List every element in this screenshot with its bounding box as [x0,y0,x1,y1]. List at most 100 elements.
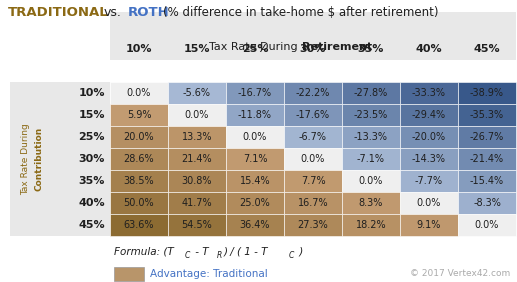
Bar [110,214,168,236]
Bar [114,267,144,281]
Bar [342,192,400,214]
Text: 40%: 40% [416,44,443,54]
Text: -6.7%: -6.7% [299,132,327,142]
Bar [284,148,342,170]
Bar [110,126,168,148]
Text: 30.8%: 30.8% [182,176,212,186]
Bar [284,126,342,148]
Bar [168,192,226,214]
Text: - T: - T [192,247,209,257]
Bar [110,170,168,192]
Text: 63.6%: 63.6% [124,220,154,230]
Bar [226,148,284,170]
Bar [284,104,342,126]
Text: 0.0%: 0.0% [185,110,209,120]
Bar [458,104,516,126]
Text: C: C [185,250,190,259]
Text: -16.7%: -16.7% [238,88,272,98]
Text: Contribution: Contribution [35,127,43,191]
Bar [342,126,400,148]
Text: -27.8%: -27.8% [354,88,388,98]
Text: -23.5%: -23.5% [354,110,388,120]
Text: 0.0%: 0.0% [243,132,267,142]
Text: 15%: 15% [184,44,210,54]
Text: vs.: vs. [104,6,122,19]
Bar [284,192,342,214]
Text: 25%: 25% [79,132,105,142]
Bar [284,82,342,104]
Text: 9.1%: 9.1% [417,220,441,230]
Text: 50.0%: 50.0% [124,198,154,208]
Bar [168,148,226,170]
Text: Retirement: Retirement [302,42,372,52]
Bar [226,104,284,126]
Bar [342,82,400,104]
Text: 0.0%: 0.0% [359,176,383,186]
Text: R: R [217,250,222,259]
Bar [458,214,516,236]
Text: 15%: 15% [79,110,105,120]
Text: 7.1%: 7.1% [243,154,267,164]
Text: 30%: 30% [300,44,326,54]
Text: Tax Rate During: Tax Rate During [22,123,31,195]
Bar [110,104,168,126]
Text: ROTH: ROTH [128,6,170,19]
Text: 35%: 35% [358,44,384,54]
Text: 0.0%: 0.0% [301,154,325,164]
Text: -33.3%: -33.3% [412,88,446,98]
Bar [284,170,342,192]
Bar [168,126,226,148]
Text: ) / ( 1 - T: ) / ( 1 - T [224,247,268,257]
Text: ): ) [296,247,303,257]
Bar [110,148,168,170]
Text: -21.4%: -21.4% [470,154,504,164]
Text: Advantage: Traditional: Advantage: Traditional [150,269,268,279]
Bar [458,170,516,192]
Bar [226,82,284,104]
Text: 41.7%: 41.7% [181,198,212,208]
Bar [226,192,284,214]
Text: (% difference in take-home $ after retirement): (% difference in take-home $ after retir… [163,6,438,19]
Bar [168,82,226,104]
Text: -22.2%: -22.2% [296,88,330,98]
Bar [342,214,400,236]
Bar [400,82,458,104]
Text: -15.4%: -15.4% [470,176,504,186]
Text: 0.0%: 0.0% [475,220,499,230]
Text: -14.3%: -14.3% [412,154,446,164]
Text: -20.0%: -20.0% [412,132,446,142]
Text: Formula: (T: Formula: (T [114,247,174,257]
Bar [342,104,400,126]
Bar [226,170,284,192]
Bar [342,170,400,192]
Text: 45%: 45% [474,44,500,54]
Bar [168,104,226,126]
Bar [400,170,458,192]
Text: 20.0%: 20.0% [124,132,154,142]
Text: 25%: 25% [242,44,268,54]
Text: 21.4%: 21.4% [181,154,212,164]
Text: -13.3%: -13.3% [354,132,388,142]
Text: -7.7%: -7.7% [415,176,443,186]
Text: 54.5%: 54.5% [181,220,212,230]
Bar [168,214,226,236]
Bar [400,104,458,126]
Text: -11.8%: -11.8% [238,110,272,120]
Text: -38.9%: -38.9% [470,88,504,98]
Text: 45%: 45% [79,220,105,230]
Text: 30%: 30% [79,154,105,164]
Text: C: C [289,250,294,259]
Bar [400,192,458,214]
Bar [226,214,284,236]
Text: Tax Rate During: Tax Rate During [209,42,301,52]
Text: TRADITIONAL: TRADITIONAL [8,6,109,19]
Text: -17.6%: -17.6% [296,110,330,120]
Bar [110,192,168,214]
Text: 16.7%: 16.7% [298,198,328,208]
Bar [400,214,458,236]
Text: 27.3%: 27.3% [298,220,328,230]
Text: 40%: 40% [79,198,105,208]
Text: 15.4%: 15.4% [240,176,270,186]
Bar [168,170,226,192]
Text: 35%: 35% [79,176,105,186]
